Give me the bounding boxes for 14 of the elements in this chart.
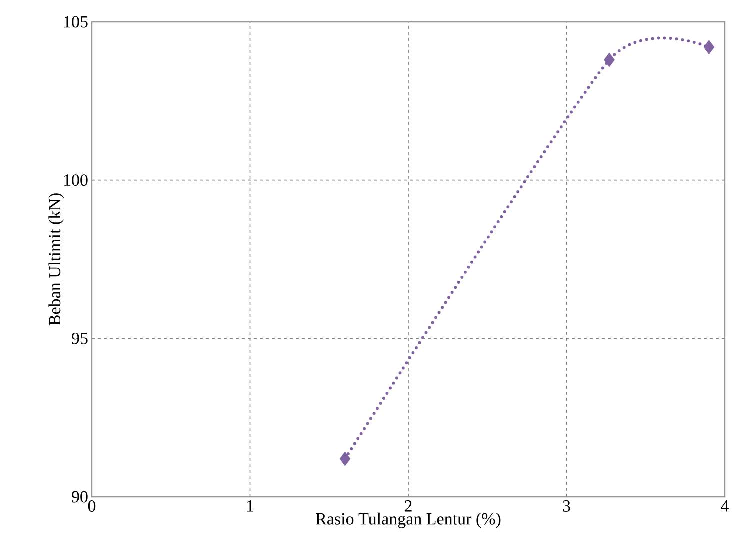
y-tick-label: 90 [72,491,88,503]
x-axis-title: Rasio Tulangan Lentur (%) [316,512,501,528]
y-axis-title: Beban Ultimit (kN) [48,194,64,326]
y-tick-label: 95 [72,332,88,344]
point [340,452,351,466]
x-tick-label: 2 [405,500,412,512]
point [704,40,715,55]
y-tick-label: 100 [64,174,88,186]
point [604,52,615,68]
x-tick-label: 1 [247,500,254,512]
x-tick-label: 4 [721,500,729,512]
x-tick-label: 3 [563,500,570,512]
x-tick-label: 0 [88,500,96,512]
y-tick-label: 105 [64,16,88,28]
